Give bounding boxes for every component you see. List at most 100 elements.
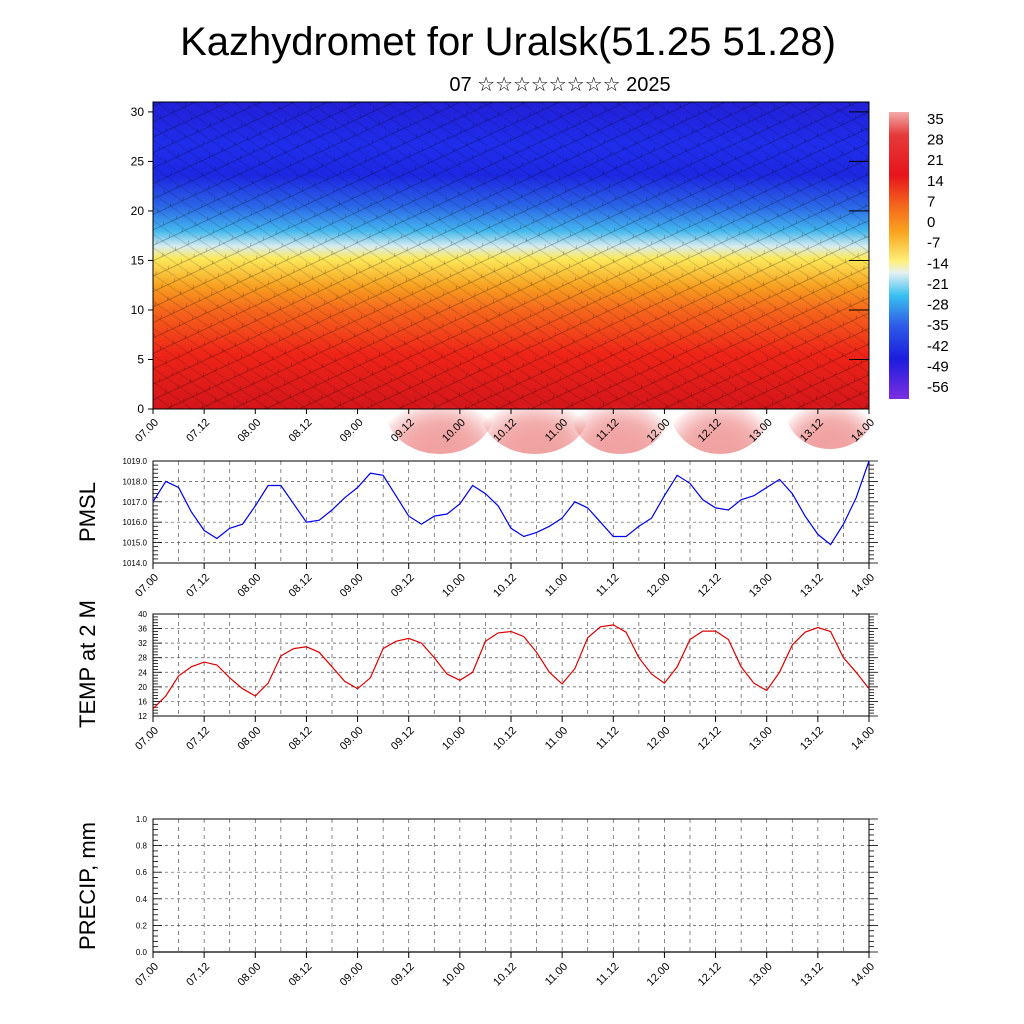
y-tick-label: 0.2 <box>136 921 148 930</box>
x-tick-label: 07.12 <box>184 572 212 600</box>
x-tick-label: 13.12 <box>798 725 826 753</box>
colorbar-labels: 35 28 21 14 7 0 -7 -14 -21 -28 -35 -42 -49 -56 <box>927 111 949 396</box>
y-tick-label: 40 <box>138 610 147 619</box>
y-tick-label: 1018.0 <box>123 477 148 486</box>
y-tick-label: 1.0 <box>136 815 148 824</box>
y-tick-label: 28 <box>138 654 147 663</box>
x-tick-label: 10.12 <box>491 572 519 600</box>
x-tick-label: 10.12 <box>491 961 519 989</box>
x-tick-label: 14.00 <box>849 961 877 989</box>
x-tick-label: 12.00 <box>645 961 673 989</box>
x-tick-label: 09.12 <box>389 572 417 600</box>
x-tick-label: 12.00 <box>645 725 673 753</box>
precip-panel: 0.0 0.2 0.4 0.6 0.8 1.0 07.00 07.12 08.00 08.12 09… <box>75 815 878 989</box>
x-tick-label: 09.00 <box>338 961 366 989</box>
x-tick-label: 09.00 <box>338 725 366 753</box>
x-tick-label: 08.00 <box>235 961 263 989</box>
colorbar-label: 35 <box>927 111 944 128</box>
x-tick-label: 11.12 <box>594 725 621 752</box>
x-tick-label: 10.00 <box>440 725 468 753</box>
y-tick-label: 0.4 <box>136 895 148 904</box>
colorbar: 35 28 21 14 7 0 -7 -14 -21 -28 -35 -42 -49 -56 <box>889 111 949 399</box>
colorbar-scale <box>889 112 909 399</box>
y-tick-label: 1019.0 <box>123 457 148 466</box>
x-tick-label: 11.00 <box>543 961 570 988</box>
y-tick-label: 15 <box>131 253 145 267</box>
pmsl-panel: 1014.0 1015.0 1016.0 1017.0 1018.0 1019.0 07.0… <box>75 457 878 600</box>
x-tick-label: 10.12 <box>491 725 519 753</box>
y-tick-label: 0.0 <box>136 948 148 957</box>
colorbar-label: 21 <box>927 152 944 169</box>
x-tick-label: 14.00 <box>849 725 877 753</box>
x-tick-label: 07.12 <box>184 961 212 989</box>
y-tick-label: 12 <box>138 712 147 721</box>
x-tick-label: 07.00 <box>133 417 161 445</box>
y-tick-label: 30 <box>131 105 145 119</box>
x-tick-label: 10.00 <box>440 572 468 600</box>
x-tick-label: 07.00 <box>133 961 161 989</box>
y-tick-label: 0 <box>137 402 144 416</box>
x-tick-label: 08.12 <box>287 572 315 600</box>
colorbar-label: -35 <box>927 317 949 334</box>
colorbar-label: 28 <box>927 132 944 149</box>
colorbar-label: -49 <box>927 358 949 375</box>
series-line <box>152 460 870 546</box>
x-tick-label: 12.00 <box>645 572 673 600</box>
x-tick-label: 07.12 <box>184 417 212 445</box>
y-axis-label: PMSL <box>75 482 100 542</box>
x-tick-label: 12.12 <box>696 572 724 600</box>
x-tick-label: 07.00 <box>133 572 161 600</box>
x-tick-label: 08.00 <box>235 417 263 445</box>
figure-title: Kazhydromet for Uralsk(51.25 51.28) <box>180 20 836 64</box>
y-tick-label: 25 <box>131 154 145 168</box>
y-tick-label: 1015.0 <box>123 539 148 548</box>
x-tick-label: 13.12 <box>798 572 826 600</box>
colorbar-label: -14 <box>927 255 949 272</box>
y-tick-label: 1017.0 <box>123 498 148 507</box>
y-tick-label: 20 <box>131 204 145 218</box>
x-tick-label: 08.12 <box>287 725 315 753</box>
x-tick-label: 12.12 <box>696 961 724 989</box>
figure-subtitle: 07 ☆☆☆☆☆☆☆☆ 2025 <box>449 74 670 96</box>
colorbar-label: 0 <box>927 214 935 231</box>
wind-vectors-secondary <box>153 102 869 409</box>
y-tick-label: 24 <box>138 668 147 677</box>
x-tick-label: 11.00 <box>543 572 570 599</box>
colorbar-label: 14 <box>927 173 944 190</box>
colorbar-label: -7 <box>927 235 940 252</box>
x-tick-label: 09.00 <box>338 417 366 445</box>
series-line <box>152 624 870 710</box>
y-axis-label: PRECIP, mm <box>75 822 100 950</box>
y-tick-label: 36 <box>138 625 147 634</box>
x-tick-label: 12.12 <box>696 725 724 753</box>
y-tick-label: 1014.0 <box>123 559 148 568</box>
y-axis-label: TEMP at 2 M <box>75 600 100 728</box>
y-tick-label: 10 <box>131 303 145 317</box>
cross-section-y-axis: 0 5 10 15 20 25 30 <box>131 105 869 416</box>
y-tick-label: 1016.0 <box>123 518 148 527</box>
colorbar-label: -56 <box>927 379 949 396</box>
y-tick-label: 32 <box>138 639 147 648</box>
x-tick-label: 09.12 <box>389 961 417 989</box>
x-tick-label: 11.00 <box>543 725 570 752</box>
x-tick-label: 13.00 <box>747 961 775 989</box>
y-tick-label: 20 <box>138 683 147 692</box>
x-tick-label: 13.00 <box>747 725 775 753</box>
y-tick-label: 5 <box>137 352 144 366</box>
colorbar-label: -28 <box>927 297 949 314</box>
colorbar-label: 7 <box>927 193 935 210</box>
x-tick-label: 11.12 <box>594 961 621 988</box>
temp-panel: 12 16 20 24 28 32 36 40 07.00 07.12 08.00 08.12 09.0… <box>75 600 878 753</box>
x-tick-label: 07.12 <box>184 725 212 753</box>
x-tick-label: 09.00 <box>338 572 366 600</box>
colorbar-label: -21 <box>927 276 949 293</box>
x-tick-label: 08.12 <box>287 961 315 989</box>
x-tick-label: 10.00 <box>440 961 468 989</box>
x-tick-label: 07.00 <box>133 725 161 753</box>
x-tick-label: 08.00 <box>235 572 263 600</box>
x-tick-label: 13.00 <box>747 572 775 600</box>
y-tick-label: 16 <box>138 697 147 706</box>
x-tick-label: 08.12 <box>287 417 315 445</box>
colorbar-label: -42 <box>927 338 949 355</box>
